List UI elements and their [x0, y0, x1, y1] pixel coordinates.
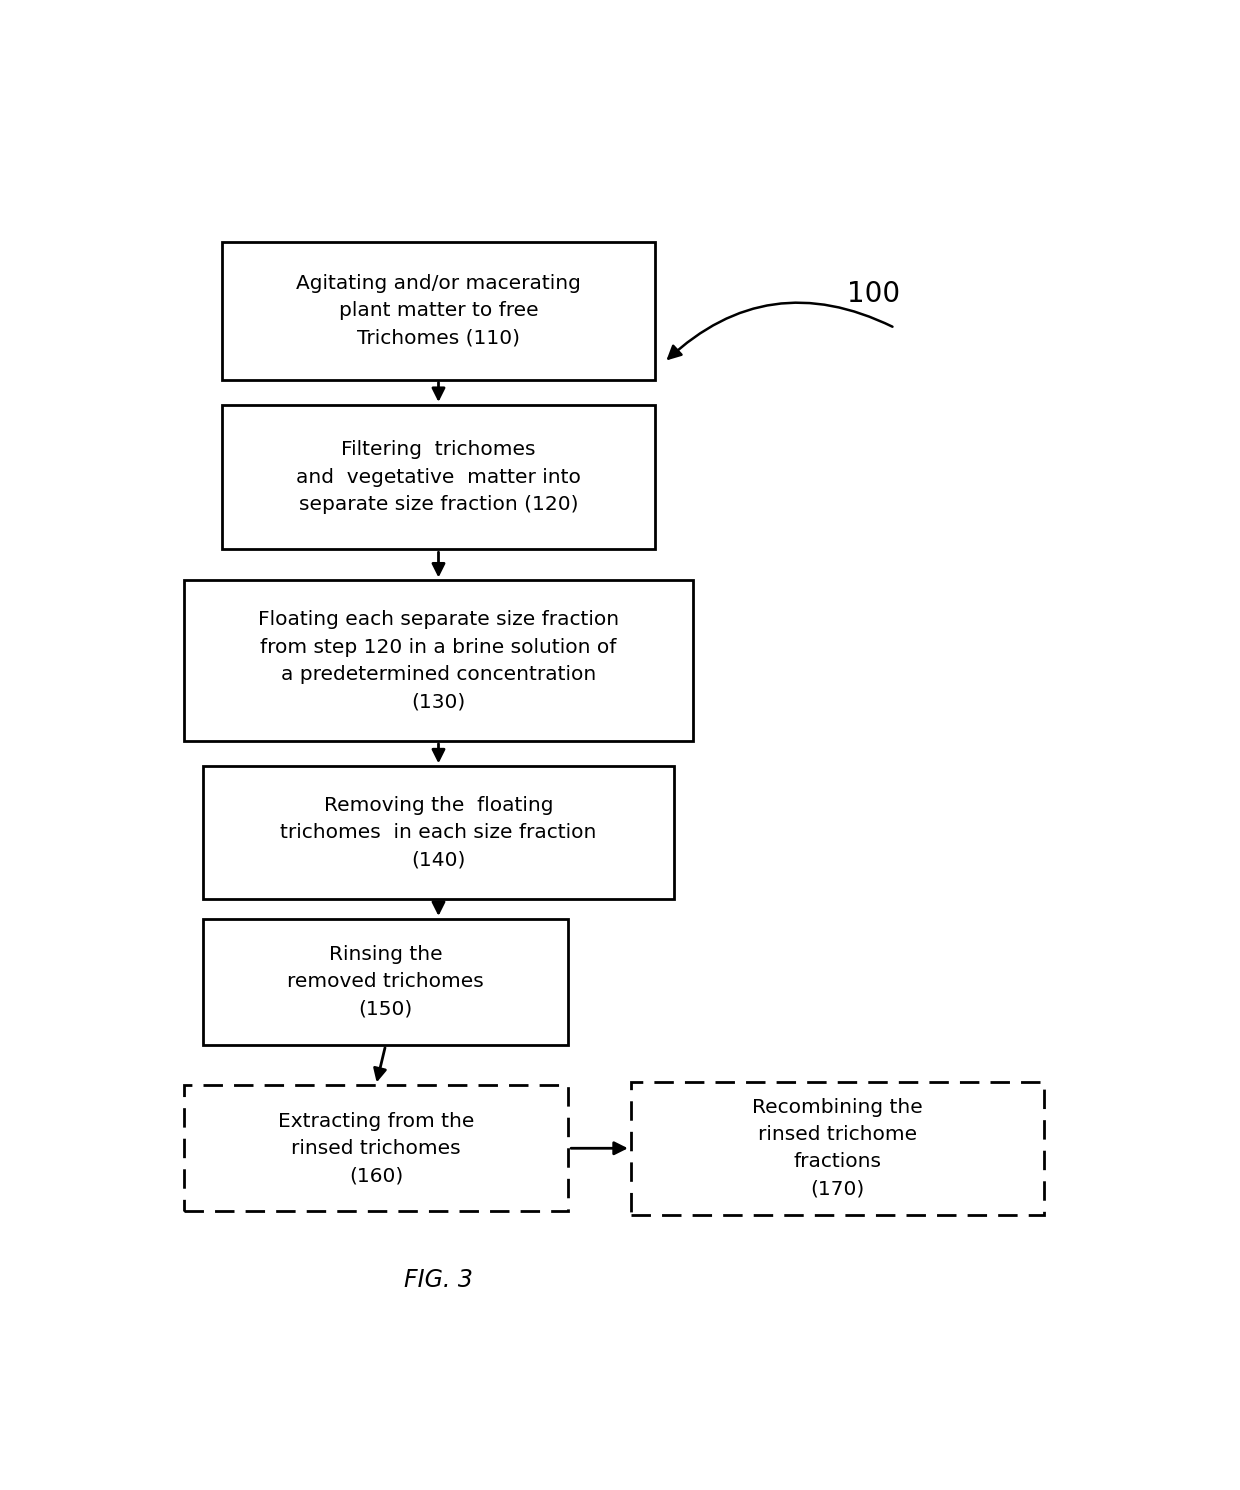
Bar — [222, 405, 655, 550]
Text: Floating each separate size fraction
from step 120 in a brine solution of
a pred: Floating each separate size fraction fro… — [258, 611, 619, 711]
Text: Filtering  trichomes
and  vegetative  matter into
separate size fraction (120): Filtering trichomes and vegetative matte… — [296, 441, 580, 514]
Text: Recombining the
rinsed trichome
fractions
(170): Recombining the rinsed trichome fraction… — [751, 1098, 923, 1198]
Text: FIG. 3: FIG. 3 — [404, 1268, 472, 1292]
Bar — [222, 241, 655, 380]
Text: Removing the  floating
trichomes  in each size fraction
(140): Removing the floating trichomes in each … — [280, 796, 596, 870]
Text: Extracting from the
rinsed trichomes
(160): Extracting from the rinsed trichomes (16… — [278, 1112, 474, 1185]
Bar — [203, 919, 568, 1044]
Text: Rinsing the
removed trichomes
(150): Rinsing the removed trichomes (150) — [288, 945, 484, 1019]
Text: Agitating and/or macerating
plant matter to free
Trichomes (110): Agitating and/or macerating plant matter… — [296, 274, 580, 347]
Bar — [631, 1082, 1044, 1214]
Text: 100: 100 — [847, 280, 900, 307]
Bar — [184, 580, 693, 741]
Bar — [203, 766, 675, 900]
Bar — [184, 1085, 568, 1211]
